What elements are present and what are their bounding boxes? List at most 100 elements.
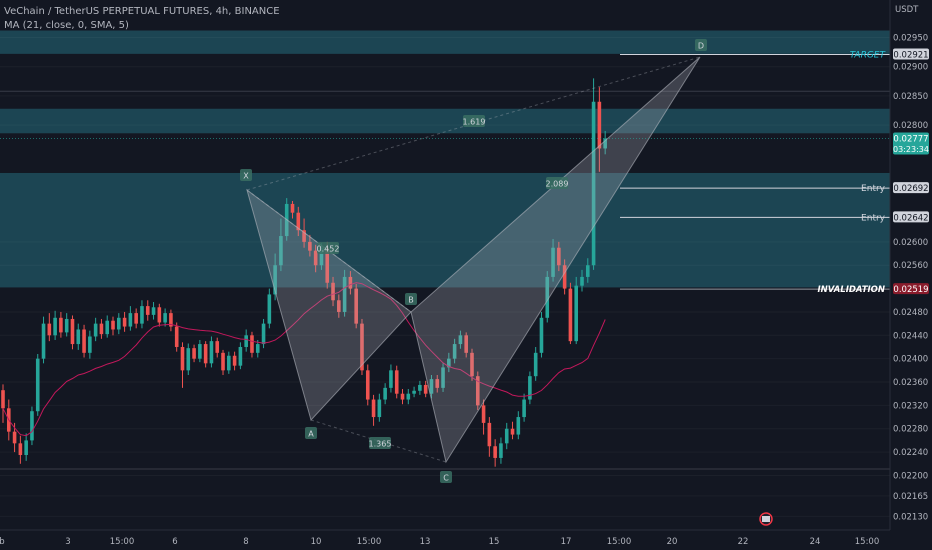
price-tick-9: 0.02360 bbox=[893, 378, 928, 388]
price-tick-11: 0.02280 bbox=[893, 425, 928, 435]
candle-body bbox=[41, 323, 46, 359]
target-price-tag: 0.02921 bbox=[893, 50, 928, 60]
candle-body bbox=[227, 355, 231, 371]
ma-indicator-legend[interactable]: MA (21, close, 0, SMA, 5) bbox=[4, 20, 129, 31]
candle-body bbox=[111, 320, 115, 330]
candle-body bbox=[209, 341, 214, 364]
candle-body bbox=[447, 358, 451, 368]
candle-body bbox=[157, 307, 162, 323]
candle-body bbox=[418, 384, 422, 391]
candle-body bbox=[273, 265, 277, 295]
candle-body bbox=[302, 230, 306, 242]
candle-body bbox=[203, 344, 208, 364]
candle-body bbox=[186, 348, 191, 371]
ratio-ac: 1.365 bbox=[369, 440, 392, 449]
candle-body bbox=[174, 326, 179, 347]
candle-body bbox=[568, 288, 573, 342]
pattern-point-a: A bbox=[308, 430, 314, 439]
price-tick-1: 0.02900 bbox=[893, 63, 928, 73]
price-tick-7: 0.02440 bbox=[893, 331, 928, 341]
candle-body bbox=[528, 376, 532, 400]
candle-body bbox=[290, 203, 295, 213]
time-tick-12: 22 bbox=[738, 537, 749, 547]
candle-body bbox=[140, 306, 144, 324]
candle-body bbox=[429, 379, 434, 394]
candles bbox=[1, 78, 607, 467]
ratio-xb-badge bbox=[317, 242, 339, 254]
zone-3 bbox=[0, 172, 890, 288]
candle-body bbox=[47, 323, 52, 336]
price-tick-5: 0.02560 bbox=[893, 261, 928, 271]
candle-body bbox=[522, 399, 526, 418]
price-tick-13: 0.02200 bbox=[893, 471, 928, 481]
candle-body bbox=[53, 317, 57, 336]
time-axis: b 3 15:00 6 8 10 15:00 13 15 17 15:00 20 22 24 15:00 bbox=[0, 529, 890, 547]
candle-body bbox=[313, 250, 318, 266]
pattern-point-b-badge bbox=[405, 293, 417, 305]
ratio-bd: 2.089 bbox=[546, 180, 569, 189]
candle-body bbox=[562, 265, 567, 289]
candle-body bbox=[296, 212, 301, 231]
candle-body bbox=[475, 376, 480, 406]
candle-body bbox=[122, 317, 127, 327]
candle-body bbox=[342, 276, 347, 312]
candle-body bbox=[215, 341, 220, 353]
ratio-xd-badge bbox=[463, 115, 485, 127]
candle-body bbox=[325, 247, 330, 283]
candle-body bbox=[12, 431, 17, 444]
zone-2 bbox=[0, 108, 890, 134]
price-tick-6: 0.02480 bbox=[893, 308, 928, 318]
candle-body bbox=[279, 236, 283, 266]
candle-body bbox=[250, 335, 254, 353]
candle-body bbox=[145, 306, 150, 315]
entry-label-2: Entry bbox=[861, 213, 886, 223]
chart-title[interactable]: VeChain / TetherUS PERPETUAL FUTURES, 4h… bbox=[4, 6, 280, 17]
candle-body bbox=[487, 422, 492, 447]
time-tick-3: 6 bbox=[172, 537, 177, 547]
pattern-point-c: C bbox=[443, 474, 449, 483]
candle-body bbox=[412, 390, 416, 394]
candle-body bbox=[255, 344, 260, 353]
candle-body bbox=[24, 440, 28, 456]
candle-body bbox=[180, 346, 185, 371]
pattern-point-d-badge bbox=[695, 39, 707, 51]
pattern-point-x-badge bbox=[240, 169, 252, 181]
candle-body bbox=[470, 352, 474, 377]
time-tick-4: 8 bbox=[243, 537, 248, 547]
price-tick-15: 0.02130 bbox=[893, 512, 928, 522]
price-tick-10: 0.02320 bbox=[893, 401, 928, 411]
current-price-tag: 0.02777 bbox=[893, 135, 928, 145]
entry-price-tag-2: 0.02642 bbox=[893, 213, 928, 223]
candle-body bbox=[105, 320, 110, 335]
candle-body bbox=[308, 241, 312, 251]
candle-body bbox=[464, 335, 468, 353]
candle-body bbox=[516, 417, 521, 435]
pattern-point-b: B bbox=[408, 296, 414, 305]
target-label: TARGET bbox=[850, 50, 887, 60]
event-marker-icon bbox=[759, 512, 773, 526]
candle-body bbox=[580, 276, 584, 286]
candle-body bbox=[244, 335, 248, 347]
candle-body bbox=[30, 411, 34, 441]
invalidation-price-tag-bg bbox=[893, 283, 929, 295]
event-marker-glyph bbox=[762, 516, 770, 522]
candle-body bbox=[435, 379, 440, 388]
candle-body bbox=[533, 352, 538, 377]
candle-body bbox=[319, 247, 324, 266]
candle-body bbox=[574, 285, 579, 342]
current-price-tag-countdown: 03:23:34 bbox=[893, 145, 929, 154]
candle-body bbox=[499, 443, 503, 458]
pattern-point-x: X bbox=[243, 172, 249, 181]
candle-body bbox=[64, 318, 69, 333]
candle-body bbox=[603, 138, 607, 149]
candle-body bbox=[99, 323, 104, 335]
candle-body bbox=[545, 276, 550, 318]
candle-body bbox=[198, 344, 202, 359]
candle-body bbox=[481, 405, 486, 423]
price-tick-8: 0.02400 bbox=[893, 355, 928, 365]
candle-body bbox=[360, 323, 364, 371]
candle-body bbox=[348, 276, 353, 289]
current-price-tag-bg bbox=[893, 132, 929, 155]
